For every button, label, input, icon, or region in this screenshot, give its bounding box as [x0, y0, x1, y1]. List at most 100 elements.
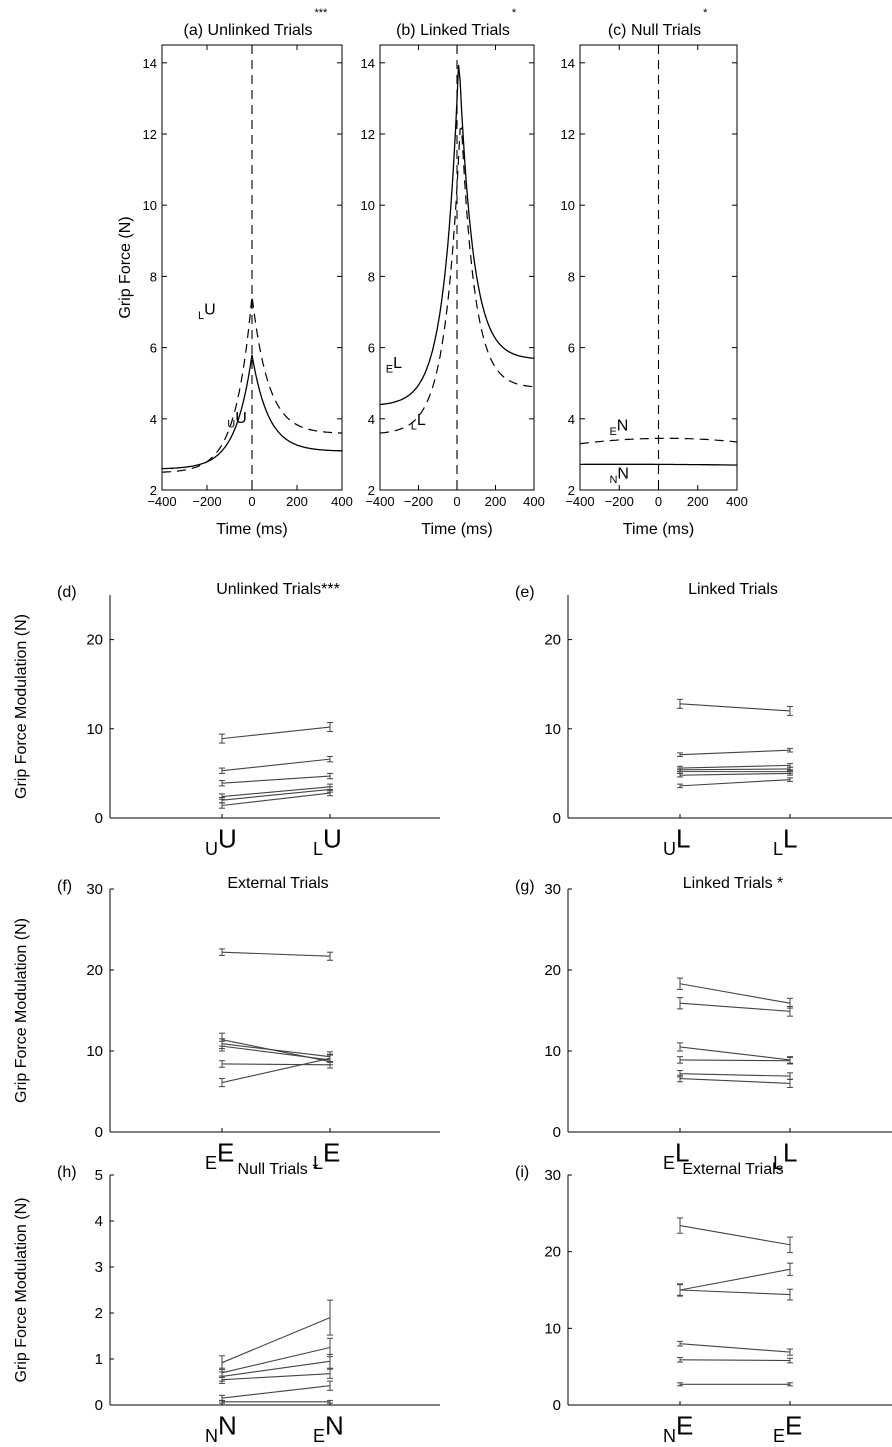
panel-title: (c) Null Trials [608, 22, 701, 39]
category-label-UL-subscript: U [663, 839, 676, 859]
y-tick-label: 20 [544, 962, 561, 979]
y-tick-label: 0 [95, 1397, 103, 1414]
significance-marker: *** [314, 7, 328, 19]
curve-label-LL-main: L [417, 412, 426, 429]
panel-title: Unlinked Trials*** [216, 581, 340, 598]
panel-letter: (h) [57, 1164, 77, 1181]
curve-label-EN: EN [609, 417, 628, 437]
y-tick-label: 14 [561, 56, 575, 71]
category-label-LL-subscript: L [773, 839, 783, 859]
panel-title: External Trials [682, 1161, 783, 1178]
category-label-NE-subscript: N [663, 1426, 676, 1446]
subject-line [679, 772, 791, 776]
x-tick-label: −200 [605, 494, 634, 509]
panel-letter: (c) [608, 22, 631, 39]
subject-line [679, 1359, 791, 1362]
panel-letter: (f) [57, 878, 72, 895]
y-tick-label: 10 [544, 721, 561, 738]
curve-label-NN: NN [609, 465, 629, 485]
curve-label-UU-subscript: U [227, 419, 235, 431]
curve-label-EN-main: N [617, 417, 629, 434]
x-tick-label: 200 [286, 494, 308, 509]
subject-line [221, 1360, 331, 1378]
y-axis-label: Grip Force (N) [117, 216, 134, 318]
y-tick-label: 0 [553, 810, 561, 827]
subject-line [679, 764, 791, 769]
panel-letter: (e) [515, 584, 535, 601]
y-tick-label: 0 [95, 810, 103, 827]
significance-marker: * [703, 7, 708, 19]
curve-label-LU: LU [198, 302, 216, 322]
category-label-LL: LL [773, 824, 797, 859]
subject-line [679, 1002, 791, 1012]
y-tick-label: 4 [568, 412, 575, 427]
curve-label-LU-subscript: L [198, 310, 204, 322]
y-tick-label: 10 [86, 1043, 103, 1060]
y-tick-label: 20 [544, 1244, 561, 1261]
y-tick-label: 2 [368, 483, 375, 498]
y-axis-label: Grip Force Modulation (N) [13, 1198, 30, 1383]
y-tick-label: 4 [368, 412, 375, 427]
panel-title: (b) Linked Trials [396, 22, 510, 39]
subject-line [679, 1059, 791, 1062]
series-LL [379, 127, 535, 434]
y-tick-label: 10 [561, 198, 575, 213]
series-NN [580, 463, 737, 466]
category-label-EE-main: E [785, 1411, 802, 1441]
category-label-EL-main: L [675, 1138, 689, 1168]
subject-line [221, 786, 331, 798]
x-axis-label: Time (ms) [421, 521, 492, 538]
x-tick-label: 400 [726, 494, 748, 509]
category-label-LU-main: U [323, 824, 342, 854]
panel-title: Linked Trials [688, 581, 778, 598]
subject-line [221, 1346, 331, 1374]
subject-line [221, 1373, 331, 1381]
y-tick-label: 3 [95, 1259, 103, 1276]
category-label-EN-subscript: E [313, 1426, 325, 1446]
category-label-EE-subscript: E [205, 1153, 217, 1173]
panel-title: Linked Trials * [683, 875, 784, 892]
subject-line [679, 983, 791, 1004]
x-tick-label: 0 [655, 494, 662, 509]
panel-letter: (d) [57, 584, 77, 601]
subject-line [679, 779, 791, 787]
y-axis-label: Grip Force Modulation (N) [13, 918, 30, 1103]
curve-label-NN-subscript: N [609, 474, 617, 486]
category-label-LL-subscript: L [773, 1153, 783, 1173]
curve-label-NN-main: N [617, 465, 629, 482]
subject-line [221, 1385, 331, 1399]
subject-line [679, 1046, 791, 1061]
category-label-EE: EE [773, 1411, 802, 1446]
y-tick-label: 0 [95, 1124, 103, 1141]
y-tick-label: 12 [143, 127, 157, 142]
curve-label-LU-main: U [204, 302, 216, 319]
subject-line [221, 726, 331, 740]
category-label-LU-subscript: L [313, 839, 323, 859]
y-tick-label: 20 [544, 632, 561, 649]
y-tick-label: 10 [544, 1043, 561, 1060]
x-tick-label: −200 [192, 494, 221, 509]
x-axis-label: Time (ms) [623, 521, 694, 538]
y-tick-label: 10 [143, 198, 157, 213]
category-label-LE-subscript: L [313, 1153, 323, 1173]
curve-label-EL-main: L [393, 355, 402, 372]
subject-line [679, 749, 791, 756]
category-label-NN-main: N [218, 1411, 237, 1441]
curve-label-UU: UU [227, 410, 247, 430]
y-tick-label: 5 [95, 1167, 103, 1184]
x-tick-label: 400 [331, 494, 353, 509]
category-label-LL-main: L [783, 1138, 797, 1168]
panel-title: (a) Unlinked Trials [184, 22, 313, 39]
y-tick-label: 1 [95, 1351, 103, 1368]
category-label-EE-main: E [217, 1138, 234, 1168]
x-axis-label: Time (ms) [216, 521, 287, 538]
curve-label-EL-subscript: E [386, 364, 393, 376]
category-label-UL: UL [663, 824, 690, 859]
category-label-NN: NN [205, 1411, 237, 1446]
